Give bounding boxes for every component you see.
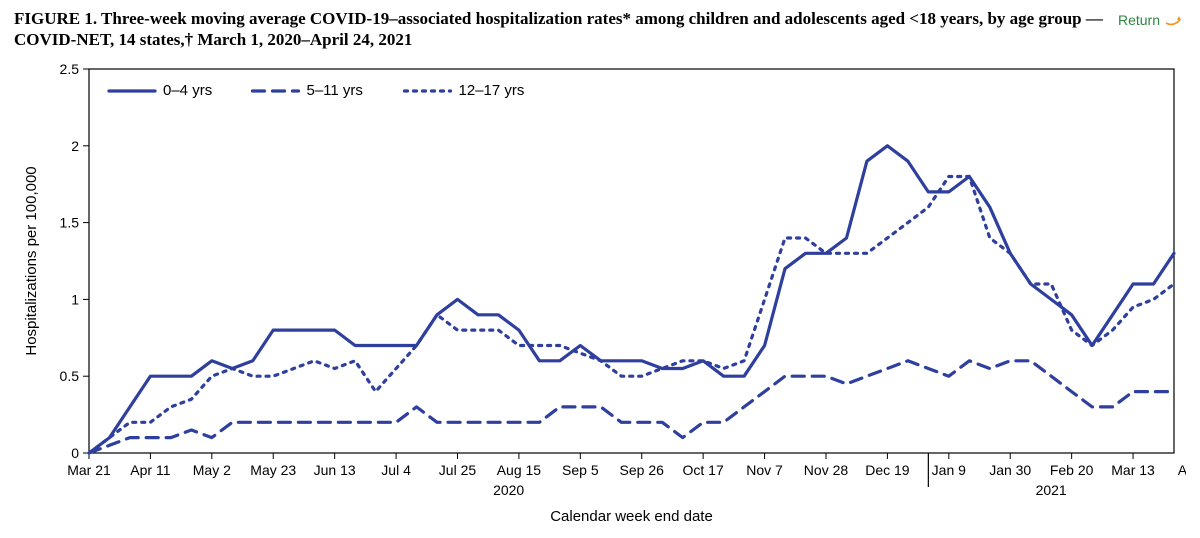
svg-text:Sep 26: Sep 26	[620, 462, 665, 478]
return-link[interactable]: Return	[1118, 12, 1182, 28]
svg-text:2020: 2020	[493, 482, 524, 498]
line-chart: 0 0.5 1 1.5 2 2.5 Mar 21 Apr 11 May 2 May 23 Jun 1…	[14, 61, 1186, 531]
svg-text:1: 1	[71, 291, 79, 307]
svg-text:May 2: May 2	[193, 462, 231, 478]
svg-text:Jan 30: Jan 30	[989, 462, 1031, 478]
svg-text:Hospitalizations per 100,000: Hospitalizations per 100,000	[23, 166, 40, 355]
svg-text:Nov 7: Nov 7	[746, 462, 783, 478]
svg-text:2021: 2021	[1036, 482, 1067, 498]
svg-text:Sep 5: Sep 5	[562, 462, 599, 478]
svg-text:Jul 25: Jul 25	[439, 462, 477, 478]
svg-text:1.5: 1.5	[60, 214, 80, 230]
svg-text:2.5: 2.5	[60, 61, 80, 77]
svg-text:Dec 19: Dec 19	[865, 462, 910, 478]
legend-item: 0–4 yrs	[163, 82, 212, 99]
svg-text:Jul 4: Jul 4	[381, 462, 411, 478]
svg-text:Mar 21: Mar 21	[67, 462, 111, 478]
svg-text:Jan 9: Jan 9	[932, 462, 966, 478]
svg-text:Apr 3: Apr 3	[1178, 462, 1186, 478]
svg-text:Calendar week end date: Calendar week end date	[550, 508, 713, 525]
return-label: Return	[1118, 12, 1160, 28]
svg-text:Oct 17: Oct 17	[683, 462, 724, 478]
svg-text:0: 0	[71, 445, 79, 461]
svg-text:May 23: May 23	[250, 462, 296, 478]
svg-text:Feb 20: Feb 20	[1050, 462, 1094, 478]
legend-item: 5–11 yrs	[307, 82, 363, 99]
return-icon	[1164, 13, 1182, 27]
legend-item: 12–17 yrs	[459, 82, 525, 99]
svg-text:0.5: 0.5	[60, 368, 80, 384]
figure-caption: FIGURE 1. Three-week moving average COVI…	[14, 8, 1114, 51]
svg-text:Apr 11: Apr 11	[130, 462, 170, 478]
svg-text:2: 2	[71, 137, 79, 153]
svg-text:Aug 15: Aug 15	[497, 462, 542, 478]
svg-text:Jun 13: Jun 13	[314, 462, 356, 478]
svg-text:Nov 28: Nov 28	[804, 462, 849, 478]
svg-text:Mar 13: Mar 13	[1111, 462, 1155, 478]
